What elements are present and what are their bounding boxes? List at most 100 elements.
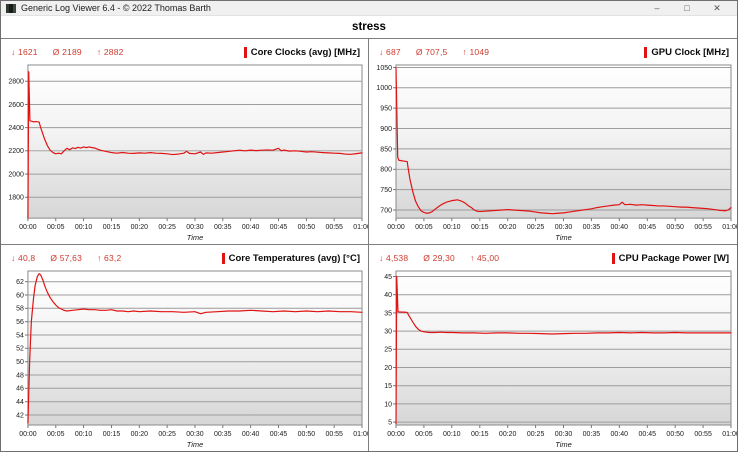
svg-text:00:40: 00:40 — [611, 224, 629, 231]
stat-max: ↑ 45,00 — [469, 253, 500, 263]
svg-text:60: 60 — [16, 292, 24, 299]
svg-text:00:35: 00:35 — [583, 224, 601, 231]
svg-text:25: 25 — [384, 347, 392, 354]
chart-pane-core-clocks: ↓ 1621 Ø 2189 ↑ 2882 Core Clocks (avg) [… — [1, 39, 369, 245]
svg-text:950: 950 — [380, 106, 392, 113]
cpu-package-power-chart[interactable]: 5 10 15 20 25 30 35 40 45 00:00 00:05 00:10 00:15 00:… — [369, 268, 737, 451]
stats-row: ↓ 4,538 Ø 29,30 ↑ 45,00 CPU Package Powe… — [369, 245, 737, 268]
svg-text:800: 800 — [380, 167, 392, 174]
min-arrow-icon: ↓ — [11, 47, 16, 57]
svg-text:00:35: 00:35 — [583, 431, 601, 438]
chart-title: Core Clocks (avg) [MHz] — [243, 46, 360, 58]
stats-row: ↓ 1621 Ø 2189 ↑ 2882 Core Clocks (avg) [… — [1, 39, 368, 62]
svg-text:01:00: 01:00 — [353, 224, 368, 231]
app-icon — [6, 3, 16, 13]
svg-text:2600: 2600 — [8, 102, 24, 109]
stat-avg: Ø 2189 — [52, 47, 82, 57]
svg-text:00:20: 00:20 — [499, 431, 517, 438]
avg-symbol-icon: Ø — [52, 47, 60, 57]
svg-text:00:40: 00:40 — [242, 224, 260, 231]
svg-text:00:25: 00:25 — [527, 431, 545, 438]
svg-text:10: 10 — [384, 401, 392, 408]
svg-text:00:30: 00:30 — [186, 431, 204, 438]
svg-text:00:40: 00:40 — [611, 431, 629, 438]
max-arrow-icon: ↑ — [97, 253, 102, 263]
svg-text:Time: Time — [555, 233, 572, 242]
svg-text:2200: 2200 — [8, 148, 24, 155]
svg-text:48: 48 — [16, 372, 24, 379]
svg-text:52: 52 — [16, 346, 24, 353]
gpu-clock-chart[interactable]: 700 750 800 850 900 950 1000 1050 00:00 00:05 00:1… — [369, 62, 737, 244]
chart-title: Core Temperatures (avg) [°C] — [221, 252, 360, 264]
svg-text:00:50: 00:50 — [298, 224, 316, 231]
svg-text:750: 750 — [380, 187, 392, 194]
window-controls: – □ ✕ — [652, 1, 732, 16]
stats-row: ↓ 40,8 Ø 57,63 ↑ 63,2 Core Temperatures … — [1, 245, 368, 268]
svg-text:00:50: 00:50 — [666, 224, 684, 231]
series-color-marker — [644, 46, 648, 58]
svg-text:00:10: 00:10 — [443, 431, 461, 438]
stats-row: ↓ 687 Ø 707,5 ↑ 1049 GPU Clock [MHz] — [369, 39, 737, 62]
stat-avg: Ø 29,30 — [423, 253, 455, 263]
core-clocks-chart[interactable]: 1800 2000 2200 2400 2600 2800 00:00 00:05 00:10 0… — [1, 62, 368, 244]
svg-text:700: 700 — [380, 207, 392, 214]
svg-text:00:00: 00:00 — [19, 224, 37, 231]
window-title: Generic Log Viewer 6.4 - © 2022 Thomas B… — [21, 3, 211, 13]
svg-text:850: 850 — [380, 146, 392, 153]
svg-text:01:00: 01:00 — [722, 431, 737, 438]
chart-title: GPU Clock [MHz] — [644, 46, 729, 58]
svg-text:00:50: 00:50 — [666, 431, 684, 438]
svg-text:00:55: 00:55 — [325, 224, 343, 231]
svg-text:00:45: 00:45 — [270, 431, 288, 438]
chart-grid: ↓ 1621 Ø 2189 ↑ 2882 Core Clocks (avg) [… — [1, 38, 737, 451]
svg-text:00:25: 00:25 — [527, 224, 545, 231]
stat-min: ↓ 4,538 — [379, 253, 409, 263]
svg-text:00:45: 00:45 — [270, 224, 288, 231]
min-arrow-icon: ↓ — [11, 253, 16, 263]
svg-text:2800: 2800 — [8, 79, 24, 86]
svg-text:00:10: 00:10 — [443, 224, 461, 231]
svg-text:46: 46 — [16, 386, 24, 393]
svg-text:30: 30 — [384, 329, 392, 336]
title-bar[interactable]: Generic Log Viewer 6.4 - © 2022 Thomas B… — [1, 1, 737, 16]
svg-text:00:55: 00:55 — [694, 431, 712, 438]
stat-max: ↑ 2882 — [96, 47, 124, 57]
max-arrow-icon: ↑ — [462, 47, 467, 57]
chart-pane-cpu-package-power: ↓ 4,538 Ø 29,30 ↑ 45,00 CPU Package Powe… — [369, 245, 737, 451]
svg-text:00:25: 00:25 — [158, 224, 176, 231]
svg-text:50: 50 — [16, 359, 24, 366]
avg-symbol-icon: Ø — [423, 253, 431, 263]
svg-text:00:25: 00:25 — [158, 431, 176, 438]
minimize-button-icon[interactable]: – — [654, 2, 660, 13]
svg-text:00:00: 00:00 — [387, 431, 405, 438]
maximize-button-icon[interactable]: □ — [684, 2, 690, 13]
avg-symbol-icon: Ø — [50, 253, 58, 263]
svg-text:00:55: 00:55 — [694, 224, 712, 231]
svg-text:1000: 1000 — [376, 85, 392, 92]
svg-text:00:20: 00:20 — [131, 431, 149, 438]
svg-text:00:05: 00:05 — [415, 224, 433, 231]
stat-min: ↓ 687 — [379, 47, 401, 57]
svg-text:00:40: 00:40 — [242, 431, 260, 438]
series-color-marker — [243, 46, 247, 58]
max-arrow-icon: ↑ — [469, 253, 475, 263]
svg-text:00:45: 00:45 — [639, 224, 657, 231]
svg-text:54: 54 — [16, 332, 24, 339]
svg-text:45: 45 — [384, 274, 392, 281]
stat-avg: Ø 57,63 — [50, 253, 83, 263]
close-button-icon[interactable]: ✕ — [713, 2, 721, 13]
svg-text:00:45: 00:45 — [639, 431, 657, 438]
svg-text:62: 62 — [16, 279, 24, 286]
svg-text:1050: 1050 — [376, 65, 392, 72]
svg-text:00:20: 00:20 — [499, 224, 517, 231]
svg-text:00:15: 00:15 — [471, 224, 489, 231]
core-temperatures-chart[interactable]: 42 44 46 48 50 52 54 56 58 60 62 00:00 00:05 00:10 00:… — [1, 268, 368, 451]
svg-text:00:30: 00:30 — [186, 224, 204, 231]
chart-title: CPU Package Power [W] — [611, 252, 729, 264]
stat-max: ↑ 63,2 — [97, 253, 122, 263]
min-arrow-icon: ↓ — [379, 253, 384, 263]
svg-text:00:05: 00:05 — [415, 431, 433, 438]
svg-text:44: 44 — [16, 399, 24, 406]
series-color-marker — [611, 252, 615, 264]
